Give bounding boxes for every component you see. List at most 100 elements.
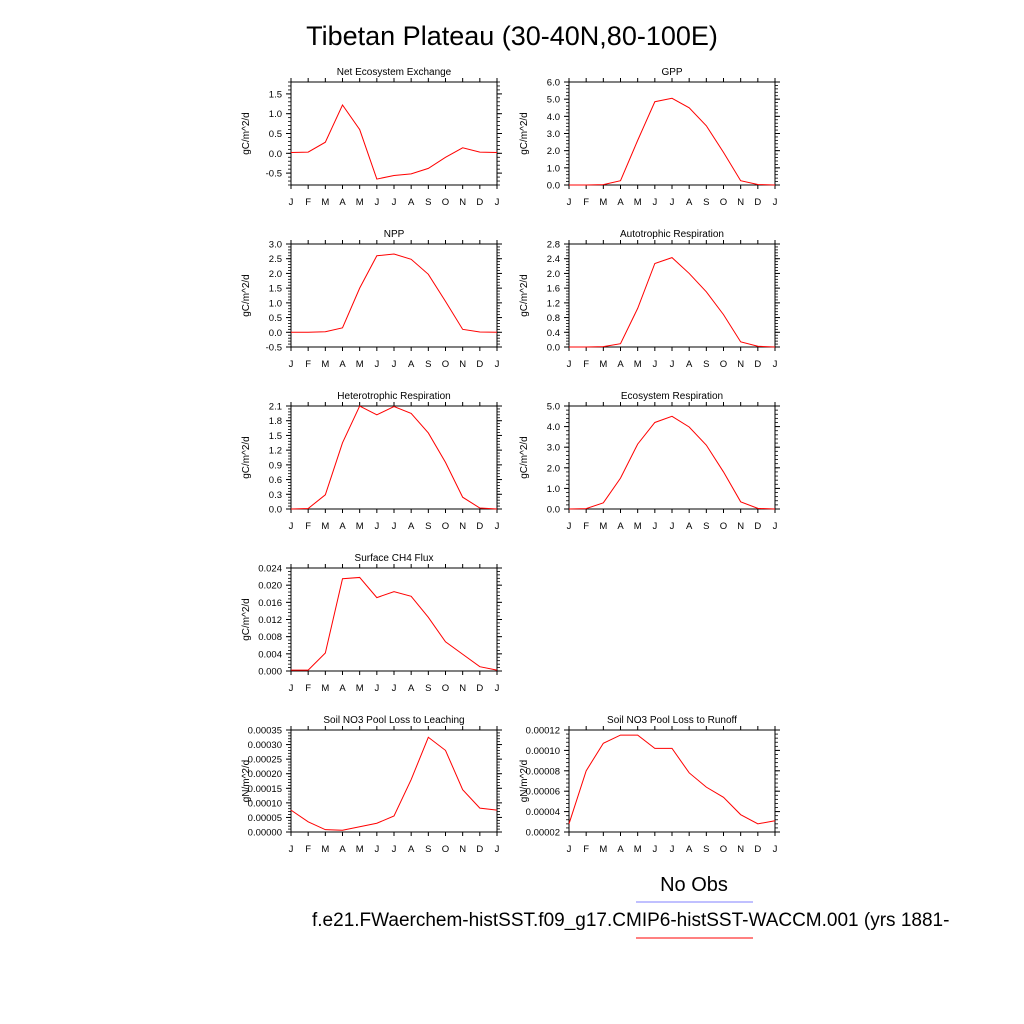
x-tick-label: M (321, 359, 329, 370)
y-tick-label: 0.00010 (526, 746, 560, 757)
x-tick-label: N (459, 197, 466, 208)
plot-frame (290, 567, 498, 672)
y-axis-label: gC/m^2/d (519, 436, 530, 479)
y-tick-label: 1.5 (269, 89, 282, 100)
y-tick-label: 2.5 (269, 254, 282, 265)
x-tick-label: J (392, 359, 397, 370)
x-tick-label: D (476, 521, 483, 532)
series-line (291, 576, 498, 671)
x-tick-label: J (567, 197, 572, 208)
y-axis-label: gC/m^2/d (241, 598, 252, 641)
x-tick-label: N (459, 844, 466, 855)
y-tick-label: 0.00030 (248, 740, 282, 751)
y-tick-label: 1.0 (269, 298, 282, 309)
y-tick-label: 2.0 (547, 463, 560, 474)
x-tick-label: J (374, 521, 379, 532)
series-line (291, 253, 498, 333)
y-tick-label: 1.8 (269, 416, 282, 427)
y-tick-label: 0.0 (269, 149, 282, 160)
y-tick-label: 1.6 (547, 284, 560, 295)
x-tick-label: S (425, 844, 431, 855)
x-tick-label: J (567, 521, 572, 532)
x-tick-label: J (773, 359, 778, 370)
x-tick-label: A (339, 521, 346, 532)
x-tick-label: J (374, 359, 379, 370)
x-tick-label: J (289, 359, 294, 370)
y-tick-label: 5.0 (547, 402, 560, 413)
panel-title: Ecosystem Respiration (621, 391, 723, 402)
x-tick-label: D (476, 683, 483, 694)
y-tick-label: 1.5 (269, 284, 282, 295)
panel-title: GPP (661, 67, 682, 78)
x-tick-label: M (356, 359, 364, 370)
x-tick-label: A (617, 359, 624, 370)
x-tick-label: M (634, 844, 642, 855)
y-tick-label: 0.00025 (248, 755, 282, 766)
y-axis-label: gC/m^2/d (519, 274, 530, 317)
y-tick-label: 1.5 (269, 431, 282, 442)
x-tick-label: J (567, 844, 572, 855)
x-tick-label: D (476, 197, 483, 208)
y-tick-label: 1.0 (547, 484, 560, 495)
x-tick-label: J (670, 359, 675, 370)
x-tick-label: J (374, 683, 379, 694)
x-tick-label: M (321, 521, 329, 532)
y-tick-label: 6.0 (547, 78, 560, 89)
x-tick-label: O (720, 197, 727, 208)
x-tick-label: N (459, 683, 466, 694)
panel-title: NPP (384, 229, 405, 240)
x-tick-label: A (339, 359, 346, 370)
x-tick-label: J (392, 844, 397, 855)
x-tick-label: J (670, 521, 675, 532)
x-tick-label: J (652, 844, 657, 855)
x-tick-label: D (754, 359, 761, 370)
x-tick-label: N (737, 197, 744, 208)
panel-title: Soil NO3 Pool Loss to Leaching (323, 715, 464, 726)
x-tick-label: O (720, 844, 727, 855)
x-tick-label: S (425, 359, 431, 370)
x-tick-label: M (356, 683, 364, 694)
x-tick-label: O (442, 844, 449, 855)
x-tick-label: J (374, 844, 379, 855)
y-tick-label: 0.00010 (248, 798, 282, 809)
x-tick-label: O (720, 359, 727, 370)
x-tick-label: M (634, 359, 642, 370)
plot-frame (290, 81, 498, 186)
x-tick-label: A (408, 521, 415, 532)
x-tick-label: J (652, 521, 657, 532)
x-tick-label: D (476, 359, 483, 370)
x-tick-label: S (425, 521, 431, 532)
x-tick-label: M (321, 844, 329, 855)
x-tick-label: A (339, 683, 346, 694)
x-tick-label: O (442, 683, 449, 694)
panel-title: Soil NO3 Pool Loss to Runoff (607, 715, 737, 726)
x-tick-label: N (737, 359, 744, 370)
series-line (290, 405, 498, 510)
y-tick-label: 3.0 (547, 443, 560, 454)
y-tick-label: 1.0 (269, 109, 282, 120)
x-tick-label: J (670, 197, 675, 208)
x-tick-label: J (289, 844, 294, 855)
x-tick-label: M (356, 844, 364, 855)
x-tick-label: J (289, 521, 294, 532)
x-tick-label: J (652, 197, 657, 208)
x-tick-label: A (339, 844, 346, 855)
x-tick-label: F (305, 359, 311, 370)
y-tick-label: 2.0 (547, 146, 560, 157)
x-tick-label: M (599, 359, 607, 370)
x-tick-label: J (495, 844, 500, 855)
x-tick-label: J (773, 521, 778, 532)
plot-frame (568, 243, 776, 348)
x-tick-label: A (686, 197, 693, 208)
y-tick-label: 1.2 (547, 298, 560, 309)
y-tick-label: 2.4 (547, 254, 560, 265)
series-line (290, 103, 498, 180)
x-tick-label: D (476, 844, 483, 855)
